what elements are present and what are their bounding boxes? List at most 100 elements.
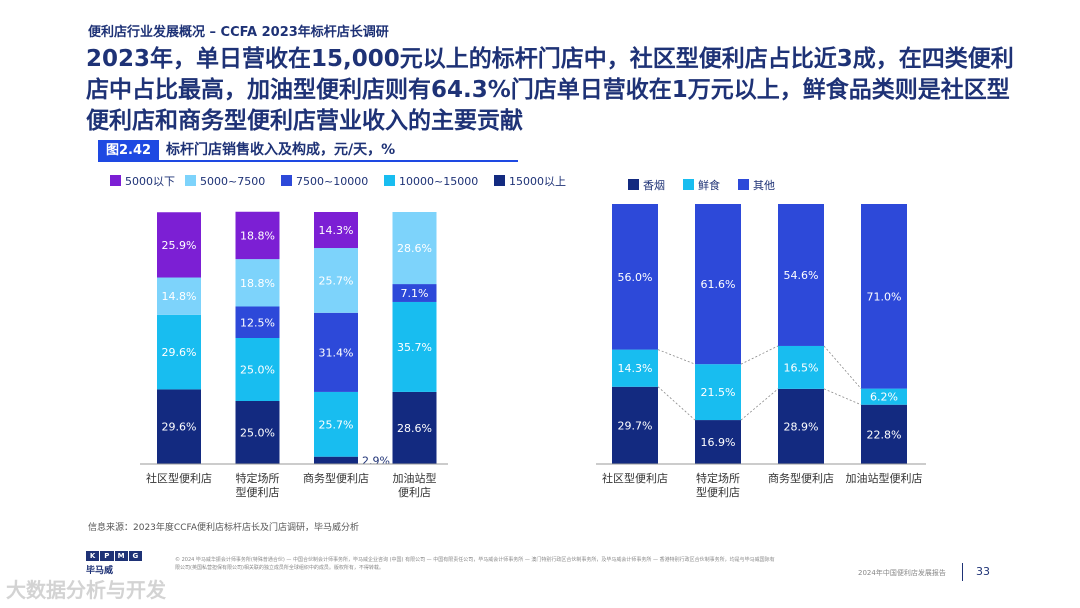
logo-letter: K [86, 551, 100, 561]
bar-segment [695, 204, 741, 365]
legend-swatch [185, 175, 196, 186]
bar-segment [157, 277, 201, 315]
source-note: 信息来源：2023年度CCFA便利店标杆店长及门店调研，毕马威分析 [88, 523, 359, 533]
category-label: 便利店 [398, 485, 431, 499]
watermark: 大数据分析与开发 [6, 578, 166, 602]
category-label: 加油站型便利店 [846, 471, 923, 485]
legend-label: 10000~15000 [399, 175, 478, 188]
category-label: 特定场所 [236, 471, 280, 485]
legend-swatch [628, 179, 639, 190]
legend-swatch [683, 179, 694, 190]
data-label: 28.9% [784, 420, 819, 433]
legal-text: © 2024 毕马威华振会计师事务所(特殊普通合伙) — 中国合伙制会计师事务所… [175, 557, 775, 571]
bar-segment [392, 301, 437, 392]
bar-segment [314, 248, 358, 313]
category-label: 社区型便利店 [146, 471, 212, 485]
data-label: 6.2% [870, 391, 898, 404]
data-label: 7.1% [401, 287, 429, 300]
legend-label: 5000~7500 [200, 175, 265, 188]
data-label: 14.8% [162, 290, 197, 303]
bar-segment [392, 212, 437, 285]
bar-segment [314, 391, 358, 457]
category-label: 加油站型 [393, 471, 437, 485]
kpmg-logo: K P M G 毕马威 [86, 551, 142, 576]
category-label: 特定场所 [696, 471, 740, 485]
data-label: 56.0% [618, 271, 653, 284]
bar-segment [157, 314, 201, 390]
legend-swatch [281, 175, 292, 186]
logo-letter: G [128, 551, 142, 561]
data-label: 21.5% [701, 386, 736, 399]
bar-segment [235, 338, 280, 401]
category-label: 型便利店 [236, 485, 280, 499]
data-label: 18.8% [240, 277, 275, 290]
bar-segment [392, 391, 437, 464]
bar-segment [695, 420, 741, 464]
legend-label: 7500~10000 [296, 175, 368, 188]
bar-segment [612, 204, 658, 350]
legend-label: 其他 [753, 179, 775, 192]
connector-line [740, 345, 779, 365]
bar-segment [235, 211, 280, 260]
data-label: 25.7% [319, 274, 354, 287]
section-subtitle: 便利店行业发展概况 – CCFA 2023年标杆店长调研 [88, 25, 389, 40]
bar-segment [314, 212, 358, 249]
data-label: 16.5% [784, 361, 819, 374]
bar-segment [392, 284, 437, 302]
page-headline: 2023年，单日营收在15,000元以上的标杆门店中，社区型便利店占比近3成，在… [86, 46, 1014, 134]
connector-line [823, 388, 862, 406]
page-number: 33 [976, 565, 990, 578]
data-label: 28.6% [397, 422, 432, 435]
data-label: 31.4% [319, 346, 354, 359]
page-separator [962, 563, 963, 581]
category-label: 商务型便利店 [768, 471, 834, 485]
bar-segment [778, 204, 824, 346]
bar-segment [612, 349, 658, 387]
bar-segment [778, 388, 824, 464]
bar-segment [235, 259, 280, 307]
bar-segment [314, 312, 358, 392]
legend-label: 香烟 [643, 178, 665, 192]
legend-label: 15000以上 [509, 175, 566, 188]
logo-boxes: K P M G [86, 551, 142, 561]
bar-segment [778, 345, 824, 389]
bar-segment [235, 401, 280, 464]
category-label: 商务型便利店 [303, 471, 369, 485]
data-label: 22.8% [867, 428, 902, 441]
report-name: 2024年中国便利店发展报告 [858, 569, 946, 577]
figure-title: 标杆门店销售收入及构成，元/天，% [166, 142, 396, 158]
data-label: 18.8% [240, 229, 275, 242]
legend-swatch [494, 175, 505, 186]
data-label: 71.0% [867, 290, 902, 303]
logo-letter: P [100, 551, 114, 561]
logo-cn: 毕马威 [86, 566, 114, 576]
category-label: 社区型便利店 [602, 471, 668, 485]
data-label: 25.0% [240, 427, 275, 440]
connector-line [657, 386, 696, 421]
data-label: 25.0% [240, 364, 275, 377]
bar-segment [235, 306, 280, 338]
bar-segment [612, 386, 658, 464]
figure-header: 图2.42 标杆门店销售收入及构成，元/天，% [98, 140, 518, 162]
category-label: 型便利店 [696, 485, 740, 499]
figure-badge: 图2.42 [98, 140, 160, 162]
data-label: 29.7% [618, 419, 653, 432]
connector-line [657, 349, 696, 365]
bar-segment [695, 364, 741, 421]
legend-label: 鲜食 [698, 178, 720, 192]
bar-segment [861, 404, 907, 464]
data-label: 2.9% [362, 454, 390, 467]
data-label: 54.6% [784, 269, 819, 282]
data-label: 25.7% [319, 418, 354, 431]
data-label: 16.9% [701, 436, 736, 449]
data-label: 12.5% [240, 316, 275, 329]
legend-swatch [110, 175, 121, 186]
connector-line [823, 345, 862, 389]
data-label: 28.6% [397, 242, 432, 255]
legend-label: 5000以下 [125, 175, 175, 188]
data-label: 61.6% [701, 278, 736, 291]
bar-segment [157, 212, 201, 278]
data-label: 29.6% [162, 346, 197, 359]
legend-swatch [384, 175, 395, 186]
